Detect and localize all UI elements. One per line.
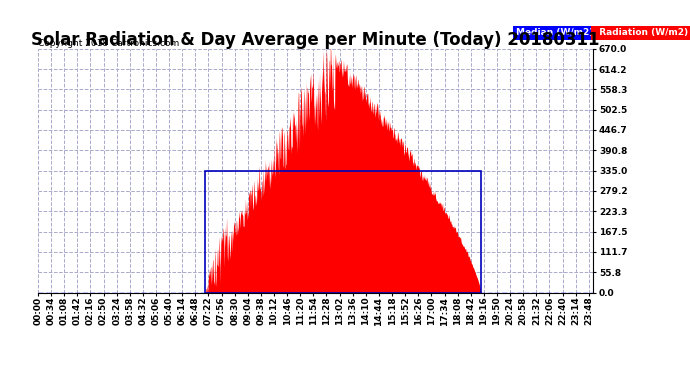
Bar	[206, 171, 481, 292]
Text: Copyright 2018 Cartronics.com: Copyright 2018 Cartronics.com	[38, 39, 179, 48]
Title: Solar Radiation & Day Average per Minute (Today) 20180311: Solar Radiation & Day Average per Minute…	[32, 31, 600, 49]
Text: Median (W/m2): Median (W/m2)	[516, 28, 593, 38]
Text: Radiation (W/m2): Radiation (W/m2)	[593, 28, 689, 38]
